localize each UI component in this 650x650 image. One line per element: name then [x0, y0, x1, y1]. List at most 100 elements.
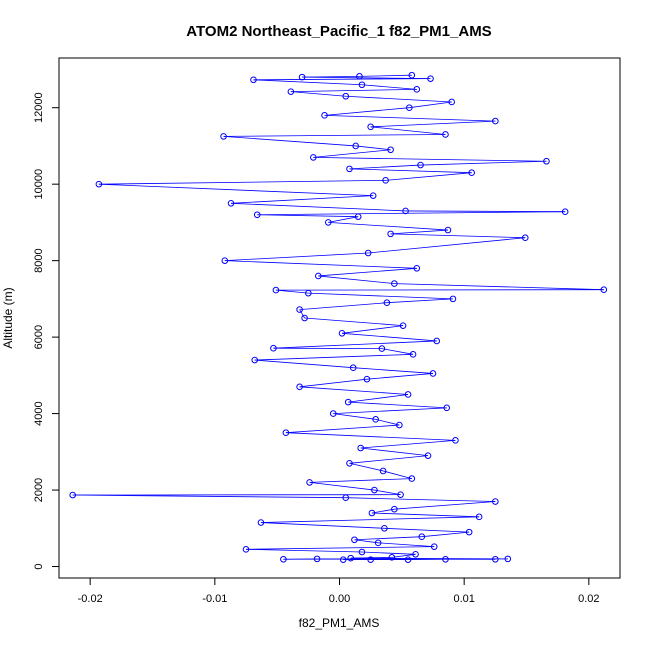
data-point [404, 391, 412, 398]
data-point [358, 81, 366, 89]
data-point [250, 76, 257, 84]
data-point [368, 509, 376, 517]
series-segment [345, 95, 452, 103]
data-point [404, 556, 412, 563]
data-point [242, 546, 250, 553]
series-segment [223, 135, 356, 147]
series-segment [98, 183, 374, 197]
data-point [418, 533, 426, 541]
data-point [342, 92, 350, 100]
data-point [452, 437, 459, 444]
data-point [282, 429, 290, 437]
series-segment [348, 394, 409, 403]
data-point [374, 539, 382, 547]
data-point [429, 370, 437, 377]
data-point [251, 356, 259, 364]
series-segment [273, 340, 437, 349]
data-point [381, 524, 388, 532]
data-point [272, 286, 280, 294]
data-point [305, 289, 312, 297]
series-segment [290, 88, 417, 93]
series-segment [371, 512, 480, 518]
data-point [448, 98, 456, 106]
data-point [600, 286, 608, 294]
y-tick-label: 8000 [33, 248, 45, 272]
series-segment [299, 378, 367, 388]
y-tick-label: 10000 [33, 169, 45, 200]
series-segment [285, 424, 400, 434]
series-segment [386, 298, 453, 304]
series-segment [354, 539, 379, 544]
x-axis-label: f82_PM1_AMS [299, 616, 380, 630]
data-point [321, 112, 328, 119]
data-point [378, 345, 386, 352]
series-segment [302, 75, 360, 78]
data-point [367, 123, 374, 131]
data-point [298, 73, 306, 81]
y-tick-label: 6000 [33, 325, 45, 349]
data-point [306, 479, 313, 486]
data-point [372, 416, 379, 423]
data-point [475, 513, 483, 521]
series-segment [361, 551, 416, 555]
series-segment [223, 134, 446, 137]
x-tick-label: 0.00 [329, 593, 350, 605]
series-segment [375, 418, 400, 426]
x-tick-label: 0.02 [578, 593, 599, 605]
series-segment [349, 164, 421, 170]
data-point [329, 410, 337, 417]
data-point [465, 528, 473, 536]
data-point [69, 491, 77, 499]
series-segment [324, 107, 410, 116]
series-segment [257, 211, 566, 216]
data-point [417, 161, 424, 169]
series-segment [245, 548, 362, 553]
series-segment [349, 462, 384, 472]
data-point [280, 555, 287, 563]
data-point [220, 133, 227, 140]
series-segment [349, 455, 429, 464]
series-segment [253, 78, 431, 81]
data-point [391, 280, 398, 287]
data-point [387, 230, 394, 238]
x-tick-label: -0.01 [202, 593, 227, 605]
data-point [346, 459, 353, 467]
data-point [351, 536, 358, 544]
series-segment [257, 214, 359, 218]
data-point [313, 555, 321, 563]
data-point [358, 548, 366, 556]
series-segment [254, 359, 354, 369]
series-segment [374, 489, 401, 496]
series-segment [224, 260, 417, 269]
series-segment [394, 501, 496, 510]
data-point [408, 475, 416, 482]
series-segment [350, 556, 392, 559]
series-segment [354, 536, 422, 541]
series-segment [390, 229, 448, 235]
series-segment [359, 74, 412, 77]
series-segment [405, 210, 566, 213]
data-point [382, 177, 389, 184]
series-segment [391, 553, 416, 558]
data-point [253, 211, 261, 219]
x-axis: -0.02 -0.01 0.00 0.01 0.02 [78, 577, 600, 605]
series-segment [333, 413, 376, 420]
y-tick-label: 2000 [33, 478, 45, 502]
plot-data-layer [69, 71, 608, 563]
data-point [388, 554, 396, 561]
data-point [413, 264, 421, 272]
series-segment [309, 478, 412, 483]
series-segment [384, 527, 470, 533]
series-segment [290, 91, 346, 97]
series-segment [383, 470, 412, 479]
data-point [315, 272, 322, 280]
data-point [310, 154, 317, 161]
data-point [468, 169, 475, 177]
data-point [492, 498, 499, 505]
y-tick-label: 12000 [33, 92, 45, 123]
data-point [324, 219, 332, 226]
data-point [354, 213, 362, 220]
data-point [412, 550, 419, 558]
data-point [346, 165, 353, 173]
